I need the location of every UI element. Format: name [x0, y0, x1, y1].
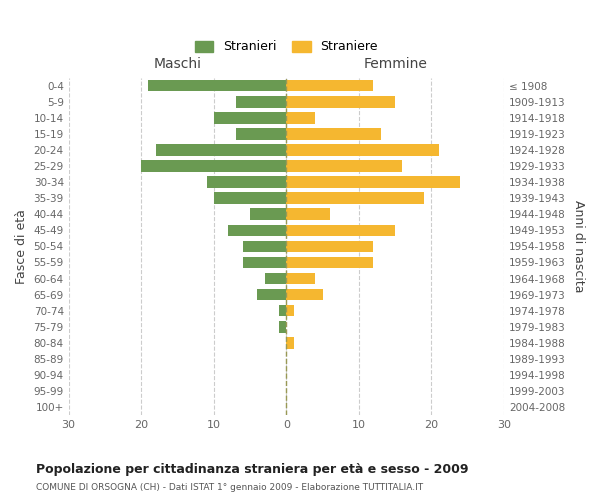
- Bar: [286, 128, 380, 140]
- Bar: [286, 289, 323, 300]
- Text: COMUNE DI ORSOGNA (CH) - Dati ISTAT 1° gennaio 2009 - Elaborazione TUTTITALIA.IT: COMUNE DI ORSOGNA (CH) - Dati ISTAT 1° g…: [36, 482, 423, 492]
- Text: Maschi: Maschi: [154, 57, 202, 71]
- Bar: [286, 273, 316, 284]
- Bar: [148, 80, 286, 92]
- Bar: [286, 160, 403, 172]
- Bar: [279, 321, 286, 332]
- Bar: [286, 192, 424, 204]
- Bar: [206, 176, 286, 188]
- Text: Popolazione per cittadinanza straniera per età e sesso - 2009: Popolazione per cittadinanza straniera p…: [36, 462, 469, 475]
- Bar: [286, 112, 316, 124]
- Bar: [156, 144, 286, 156]
- Bar: [141, 160, 286, 172]
- Bar: [214, 112, 286, 124]
- Bar: [279, 305, 286, 316]
- Bar: [265, 273, 286, 284]
- Bar: [286, 208, 330, 220]
- Bar: [286, 80, 373, 92]
- Bar: [286, 176, 460, 188]
- Bar: [286, 256, 373, 268]
- Legend: Stranieri, Straniere: Stranieri, Straniere: [191, 36, 382, 57]
- Bar: [286, 240, 373, 252]
- Bar: [286, 144, 439, 156]
- Bar: [243, 256, 286, 268]
- Bar: [286, 337, 293, 348]
- Bar: [228, 224, 286, 236]
- Bar: [243, 240, 286, 252]
- Text: Femmine: Femmine: [363, 57, 427, 71]
- Bar: [257, 289, 286, 300]
- Bar: [236, 96, 286, 108]
- Y-axis label: Anni di nascita: Anni di nascita: [572, 200, 585, 292]
- Bar: [250, 208, 286, 220]
- Y-axis label: Fasce di età: Fasce di età: [15, 209, 28, 284]
- Bar: [214, 192, 286, 204]
- Bar: [286, 224, 395, 236]
- Bar: [286, 96, 395, 108]
- Bar: [236, 128, 286, 140]
- Bar: [286, 305, 293, 316]
